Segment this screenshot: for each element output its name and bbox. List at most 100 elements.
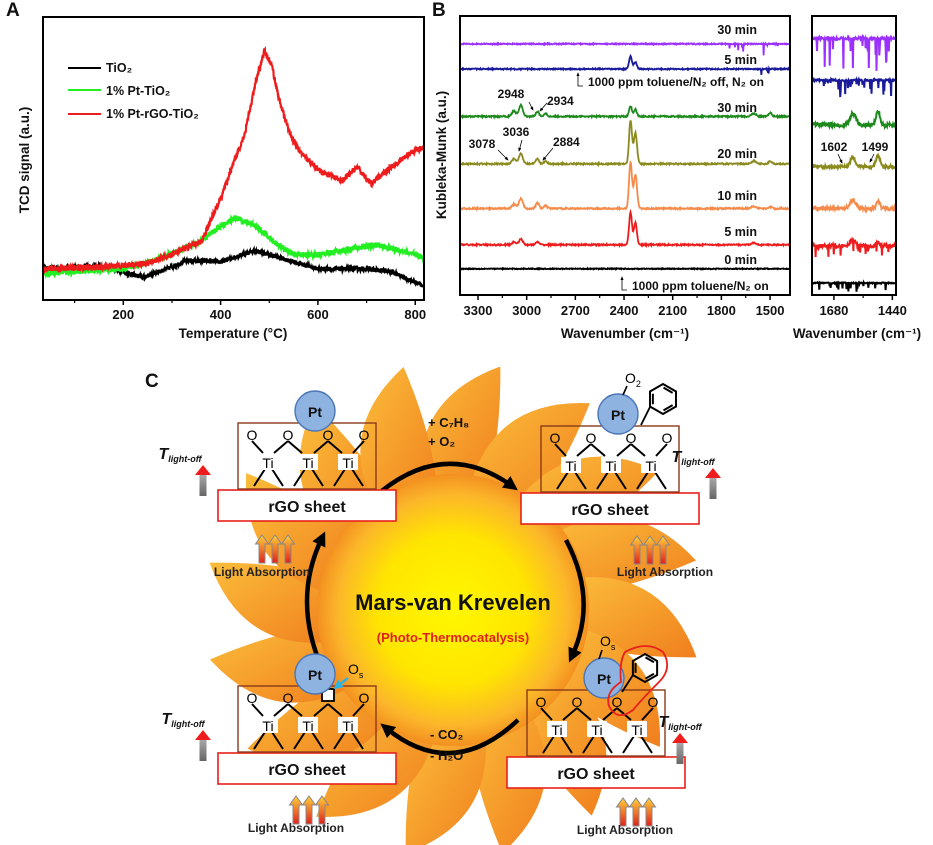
ti-leg-bond [614,471,627,490]
annotation-gas-off: 1000 ppm toluene/N₂ off, N₂ on [576,72,764,89]
ti-label-bg [547,721,567,737]
ti-label-bg [338,454,358,470]
ti-leg-bond [596,471,609,490]
main-spectrum-4 [460,102,790,120]
pt-label: Pt [308,667,322,683]
ti-leg-bond [560,735,573,754]
light-absorption-arrows-icon [629,535,671,565]
ti-atom: Ti [262,455,273,471]
rgo-sheet [217,752,397,785]
arrow-head [195,465,211,475]
peak-arrow-1499 [869,153,875,163]
gas-off-arrow-icon [576,72,583,87]
gas-on-text: 1000 ppm toluene/N₂ on [632,279,769,293]
x-tick-label: 400 [210,307,232,322]
o-ti-bond [616,443,632,457]
temperature-increase-arrow-icon [705,468,721,499]
plot-frame-b [459,15,791,296]
light-arrow [629,535,645,565]
ti-leg-bond [253,468,266,487]
peak-label-2934: 2934 [547,94,574,108]
panel-c-mechanism-diagram: C Mars-van Krevelen (Photo-Thermocatalys… [145,366,721,845]
ti-atom: Ti [565,458,576,474]
x-tick-label: 600 [307,307,329,322]
sun-petal [360,366,438,515]
light-arrow [301,795,317,825]
o-atom: O [359,690,370,706]
o-ti-bond [562,707,578,721]
step-top-line1: + C₇H₈ [428,415,469,430]
legend-label-pt-tio2: 1% Pt-TiO₂ [106,84,170,98]
trace-label-blue: 5 min [724,53,757,67]
ti-leg-bond [351,468,364,487]
cycle-arrow-left-icon [304,531,326,669]
ti-atom: Ti [302,455,313,471]
o-ti-bond [576,707,592,721]
light-absorption-arrows-icon [615,797,657,827]
panel-a-tpr-chart: A 200 400 600 800 Temperature (°C) TCD sign… [6,0,426,341]
rgo-sheet [520,492,700,525]
tcd-series-2 [43,45,424,275]
o-ti-bond [273,440,289,454]
light-absorption-label: Light Absorption [577,823,673,837]
gas-off-text: 1000 ppm toluene/N₂ off, N₂ on [588,75,764,89]
o-ti-bond [641,707,654,721]
sun-core [317,474,589,746]
y-axis-label-b: Kubleka-Munk (a.u.) [434,91,449,219]
reaction-site-highlight-icon [607,645,669,716]
peak-arrow-2884 [542,147,554,161]
toluene-bond [621,674,634,693]
ti-atom: Ti [342,455,353,471]
panel-b-drifts-chart: B 3300 3000 2700 2400 2100 1800 1500 1680 1440 … [432,0,921,341]
adsorbed-os-base: O [600,633,611,649]
ti-label-bg [561,457,581,473]
ti-leg-bond [351,731,364,750]
o-atom: O [626,430,637,446]
legend-a: TiO₂ 1% Pt-TiO₂ 1% Pt-rGO-TiO₂ [68,61,199,121]
ti-leg-bond [333,731,346,750]
rgo-sheet-label: rGO sheet [268,762,346,779]
arrow-shaft [199,474,207,496]
pt-label: Pt [597,671,611,687]
double-bond [644,656,655,664]
trace-label-purple: 30 min [717,23,757,37]
o-ti-bond [313,440,329,454]
o-ti-bond [630,443,646,457]
ti-leg-bond [271,731,284,750]
ti-leg-bond [542,735,555,754]
o-ti-bond [327,440,343,454]
ti-leg-bond [622,735,635,754]
step-bottom-line2: - H₂O [430,748,463,763]
plot-frame-b-inset [811,15,897,296]
adsorbed-o2: O2 [625,370,641,389]
peak-arrow-3036 [518,139,523,152]
ti-label-bg [641,457,661,473]
x-tick-label: 1800 [707,303,736,318]
adsorbed-os: Os [600,633,616,652]
light-arrow [280,534,296,564]
o-ti-bond [602,707,618,721]
x-tick-label: 1500 [756,303,785,318]
o-ti-bond [540,707,553,721]
ti-atom: Ti [605,458,616,474]
cycle-arrows [304,461,586,756]
inset-spectrum-4 [812,109,896,131]
annotation-gas-on: 1000 ppm toluene/N₂ on [620,276,769,293]
peak-arrow-2934 [539,102,548,112]
o-atom: O [662,430,673,446]
t-symbol: T [158,446,169,463]
trace-label-red: 5 min [724,225,757,239]
t-light-off-label: Tlight-off [161,711,205,729]
oxygen-migration-arrow-icon [333,677,349,690]
panel-label-c: C [145,371,159,392]
light-arrow [628,797,644,827]
arrow-head [672,733,688,743]
ti-leg-bond [293,468,306,487]
x-axis-a: 200 400 600 800 [74,300,426,322]
o-ti-bond [273,703,289,717]
peak-label-3036: 3036 [503,125,530,139]
o-ti-bond [352,703,365,717]
ti-label-bg [298,454,318,470]
